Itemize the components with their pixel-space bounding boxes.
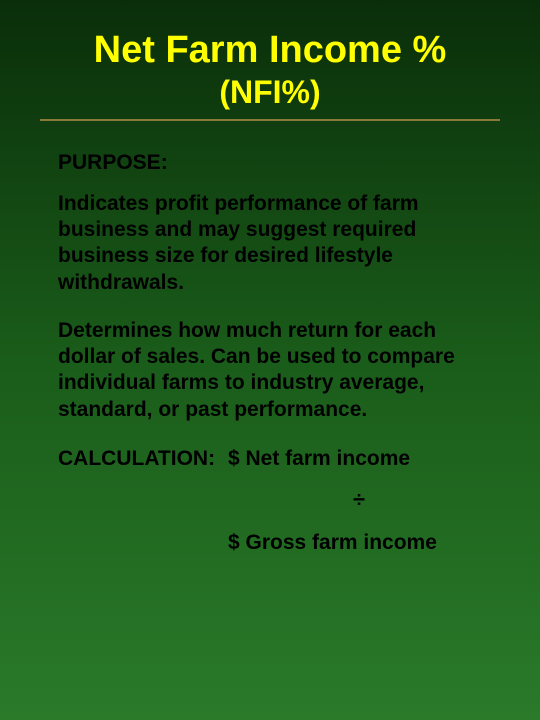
calculation-row: CALCULATION: $ Net farm income ÷ $ Gross… bbox=[58, 445, 490, 556]
calc-denominator: $ Gross farm income bbox=[228, 529, 490, 556]
purpose-label: PURPOSE: bbox=[58, 151, 490, 175]
purpose-paragraph-2: Determines how much return for each doll… bbox=[58, 318, 490, 423]
calculation-body: $ Net farm income ÷ $ Gross farm income bbox=[228, 445, 490, 556]
calc-operator: ÷ bbox=[228, 486, 490, 515]
slide-title: Net Farm Income % bbox=[40, 30, 500, 72]
title-block: Net Farm Income % (NFI%) bbox=[40, 30, 500, 121]
calculation-label: CALCULATION: bbox=[58, 445, 228, 472]
calc-numerator: $ Net farm income bbox=[228, 445, 490, 472]
purpose-paragraph-1: Indicates profit performance of farm bus… bbox=[58, 191, 490, 296]
slide: Net Farm Income % (NFI%) PURPOSE: Indica… bbox=[0, 0, 540, 720]
content-area: PURPOSE: Indicates profit performance of… bbox=[40, 151, 500, 556]
slide-subtitle: (NFI%) bbox=[40, 74, 500, 111]
